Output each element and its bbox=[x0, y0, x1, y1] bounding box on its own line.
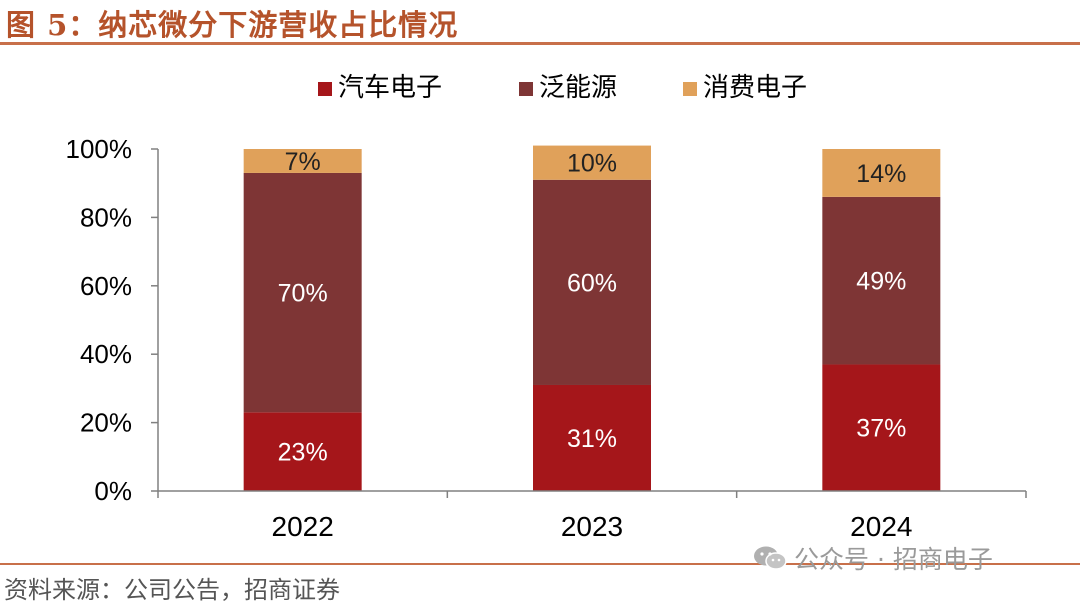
legend-swatch bbox=[683, 82, 697, 96]
data-label: 10% bbox=[567, 150, 617, 178]
title-rule bbox=[0, 42, 1080, 45]
data-label: 31% bbox=[567, 425, 617, 453]
watermark: 公众号 · 招商电子 bbox=[752, 540, 993, 576]
chart-legend: 汽车电子 泛能源 消费电子 bbox=[318, 73, 807, 103]
source-note: 资料来源：公司公告，招商证券 bbox=[4, 576, 340, 604]
y-tick-label: 20% bbox=[80, 408, 132, 438]
legend-label: 泛能源 bbox=[539, 73, 617, 103]
x-axis: 2022 2023 2024 bbox=[157, 490, 1027, 542]
legend-swatch bbox=[318, 82, 332, 96]
bar-segment bbox=[533, 145, 651, 180]
wechat-icon bbox=[754, 546, 787, 570]
data-label: 37% bbox=[856, 415, 906, 443]
bar-segment bbox=[822, 149, 941, 197]
data-label: 7% bbox=[285, 148, 321, 176]
data-label: 60% bbox=[567, 269, 617, 297]
footer-rule bbox=[0, 563, 1080, 565]
watermark-text: 公众号 · 招商电子 bbox=[794, 545, 993, 574]
bar-segment bbox=[822, 196, 941, 365]
x-tick-label: 2024 bbox=[850, 511, 912, 542]
bar-segment bbox=[822, 364, 941, 491]
y-tick-label: 0% bbox=[94, 476, 132, 506]
y-axis: 0% 20% 40% 60% 80% 100% bbox=[66, 134, 159, 506]
y-tick-label: 60% bbox=[80, 271, 132, 301]
data-label: 23% bbox=[278, 439, 328, 467]
bar-segment bbox=[243, 412, 362, 491]
x-tick-label: 2022 bbox=[272, 511, 334, 542]
legend-swatch bbox=[519, 82, 533, 96]
stacked-bar-chart: 汽车电子 泛能源 消费电子 0% 20% 40% 60% 80% 100% 23% 70% 7% 3… bbox=[66, 73, 1027, 542]
legend-label: 消费电子 bbox=[703, 73, 807, 103]
data-label: 49% bbox=[856, 268, 906, 296]
bar-segment bbox=[533, 384, 651, 491]
figure-title: 图 5：纳芯微分下游营收占比情况 bbox=[6, 8, 459, 42]
bars: 23% 70% 7% 31% 60% 10% 37% 49% 14% bbox=[243, 145, 941, 491]
bar-segment bbox=[533, 179, 651, 385]
x-tick-label: 2023 bbox=[561, 511, 623, 542]
bar-segment bbox=[243, 149, 362, 173]
bar-segment bbox=[243, 172, 362, 413]
data-label: 14% bbox=[856, 160, 906, 188]
data-label: 70% bbox=[278, 280, 328, 308]
y-tick-label: 100% bbox=[66, 134, 133, 164]
y-tick-label: 40% bbox=[80, 339, 132, 369]
y-tick-label: 80% bbox=[80, 202, 132, 232]
legend-label: 汽车电子 bbox=[338, 73, 442, 103]
